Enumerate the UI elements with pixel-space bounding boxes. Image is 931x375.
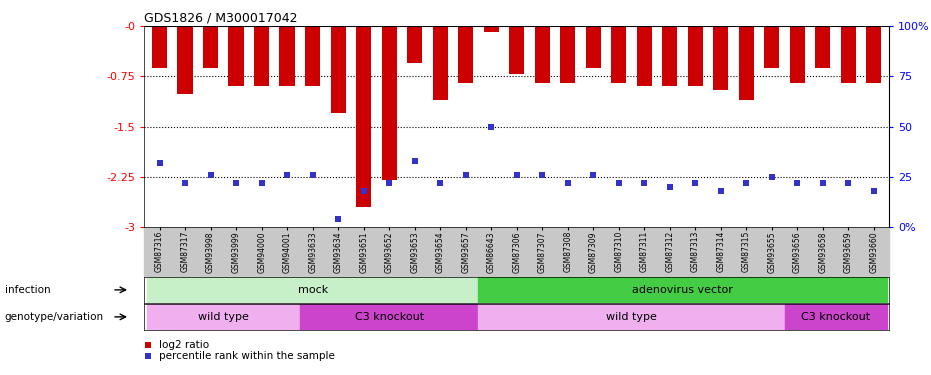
Bar	[816, 26, 830, 68]
Bar	[534, 26, 550, 83]
Bar	[152, 26, 168, 68]
Text: adenovirus vector: adenovirus vector	[632, 285, 733, 295]
Bar	[407, 26, 423, 63]
Bar	[785, 304, 886, 330]
Bar	[637, 26, 652, 87]
Bar	[479, 304, 785, 330]
Bar	[300, 304, 479, 330]
Bar	[738, 26, 754, 100]
Bar	[356, 26, 371, 207]
Bar	[458, 26, 473, 83]
Text: percentile rank within the sample: percentile rank within the sample	[159, 351, 335, 361]
Bar	[254, 26, 269, 87]
Bar	[203, 26, 218, 68]
Bar	[483, 26, 499, 32]
Bar	[433, 26, 448, 100]
Bar	[586, 26, 600, 68]
Text: wild type: wild type	[606, 312, 657, 322]
Bar	[147, 304, 300, 330]
Text: GDS1826 / M300017042: GDS1826 / M300017042	[144, 11, 298, 24]
Bar	[662, 26, 678, 87]
Bar	[713, 26, 728, 90]
Bar	[279, 26, 295, 87]
Bar	[611, 26, 627, 83]
Bar	[789, 26, 805, 83]
Bar	[764, 26, 779, 68]
Bar	[866, 26, 882, 83]
Text: log2 ratio: log2 ratio	[159, 340, 209, 350]
Text: mock: mock	[298, 285, 328, 295]
Bar	[479, 277, 886, 303]
Bar	[382, 26, 397, 180]
Text: C3 knockout: C3 knockout	[801, 312, 870, 322]
Text: C3 knockout: C3 knockout	[355, 312, 424, 322]
Bar	[331, 26, 345, 113]
Bar	[560, 26, 575, 83]
Bar	[841, 26, 856, 83]
Text: infection: infection	[5, 285, 50, 295]
Bar	[178, 26, 193, 94]
Bar	[228, 26, 244, 87]
Bar	[147, 277, 479, 303]
Bar	[509, 26, 524, 74]
Text: genotype/variation: genotype/variation	[5, 312, 103, 322]
Bar	[688, 26, 703, 87]
Text: wild type: wild type	[198, 312, 249, 322]
Bar	[305, 26, 320, 87]
